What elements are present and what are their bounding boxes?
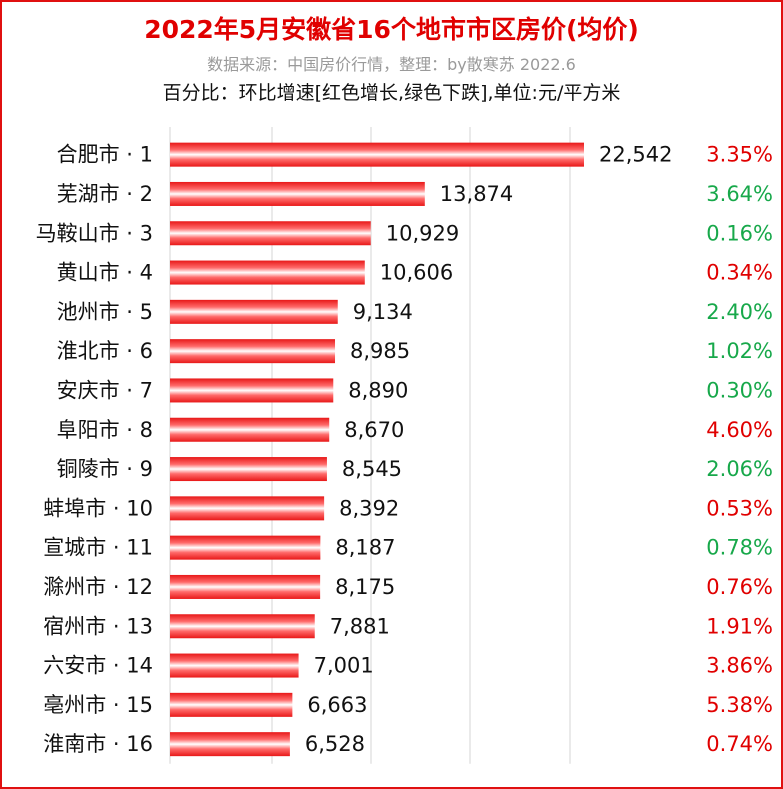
- bar: [170, 221, 371, 246]
- growth-label: 4.60%: [706, 418, 773, 442]
- bar: [170, 339, 336, 364]
- bar: [170, 417, 330, 442]
- category-label: 淮北市 · 6: [57, 339, 153, 363]
- value-label: 6,663: [307, 693, 367, 717]
- unit-note: 百分比：环比增速[红色增长,绿色下跌],单位:元/平方米: [162, 82, 621, 104]
- bar: [170, 692, 293, 717]
- value-label: 9,134: [353, 300, 413, 324]
- value-label: 10,606: [380, 261, 453, 285]
- category-label: 芜湖市 · 2: [57, 182, 153, 206]
- category-label: 安庆市 · 7: [57, 378, 153, 402]
- growth-label: 0.30%: [706, 378, 773, 402]
- growth-label: 2.06%: [706, 457, 773, 481]
- category-label: 淮南市 · 16: [43, 732, 153, 756]
- data-source: 数据来源：中国房价行情，整理：by散寒苏 2022.6: [207, 55, 576, 74]
- growth-label: 2.40%: [706, 300, 773, 324]
- bar: [170, 260, 365, 285]
- category-label: 亳州市 · 15: [43, 693, 153, 717]
- bar: [170, 496, 325, 521]
- category-label: 六安市 · 14: [43, 654, 153, 678]
- category-label: 铜陵市 · 9: [57, 457, 153, 481]
- category-label: 马鞍山市 · 3: [36, 221, 153, 245]
- growth-label: 0.74%: [706, 732, 773, 756]
- bar: [170, 299, 338, 324]
- chart-title: 2022年5月安徽省16个地市市区房价(均价): [144, 15, 639, 44]
- growth-label: 5.38%: [706, 693, 773, 717]
- value-label: 8,890: [348, 378, 408, 402]
- category-label: 阜阳市 · 8: [57, 418, 153, 442]
- value-label: 8,670: [344, 418, 404, 442]
- value-label: 7,001: [314, 654, 374, 678]
- bar: [170, 653, 299, 678]
- category-label: 合肥市 · 1: [57, 143, 153, 167]
- value-label: 10,929: [386, 221, 459, 245]
- value-label: 8,175: [335, 575, 395, 599]
- growth-label: 0.78%: [706, 536, 773, 560]
- bar: [170, 457, 327, 482]
- growth-label: 1.91%: [706, 614, 773, 638]
- category-label: 宿州市 · 13: [43, 614, 153, 638]
- bar: [170, 614, 315, 639]
- category-label: 黄山市 · 4: [57, 261, 153, 285]
- bar: [170, 181, 425, 206]
- bar: [170, 535, 321, 560]
- value-label: 8,545: [342, 457, 402, 481]
- category-label: 滁州市 · 12: [43, 575, 153, 599]
- value-label: 8,985: [350, 339, 410, 363]
- growth-label: 0.53%: [706, 496, 773, 520]
- category-label: 宣城市 · 11: [43, 536, 153, 560]
- growth-label: 0.16%: [706, 221, 773, 245]
- value-label: 6,528: [305, 732, 365, 756]
- growth-label: 3.35%: [706, 143, 773, 167]
- value-label: 8,187: [335, 536, 395, 560]
- bar: [170, 142, 584, 167]
- value-label: 22,542: [599, 143, 672, 167]
- category-label: 池州市 · 5: [57, 300, 153, 324]
- growth-label: 0.34%: [706, 261, 773, 285]
- category-label: 蚌埠市 · 10: [43, 496, 153, 520]
- growth-label: 3.86%: [706, 654, 773, 678]
- bar: [170, 378, 334, 403]
- bar: [170, 574, 321, 599]
- growth-label: 3.64%: [706, 182, 773, 206]
- growth-label: 1.02%: [706, 339, 773, 363]
- growth-label: 0.76%: [706, 575, 773, 599]
- value-label: 13,874: [440, 182, 513, 206]
- value-label: 8,392: [339, 496, 399, 520]
- bar: [170, 732, 290, 757]
- value-label: 7,881: [330, 614, 390, 638]
